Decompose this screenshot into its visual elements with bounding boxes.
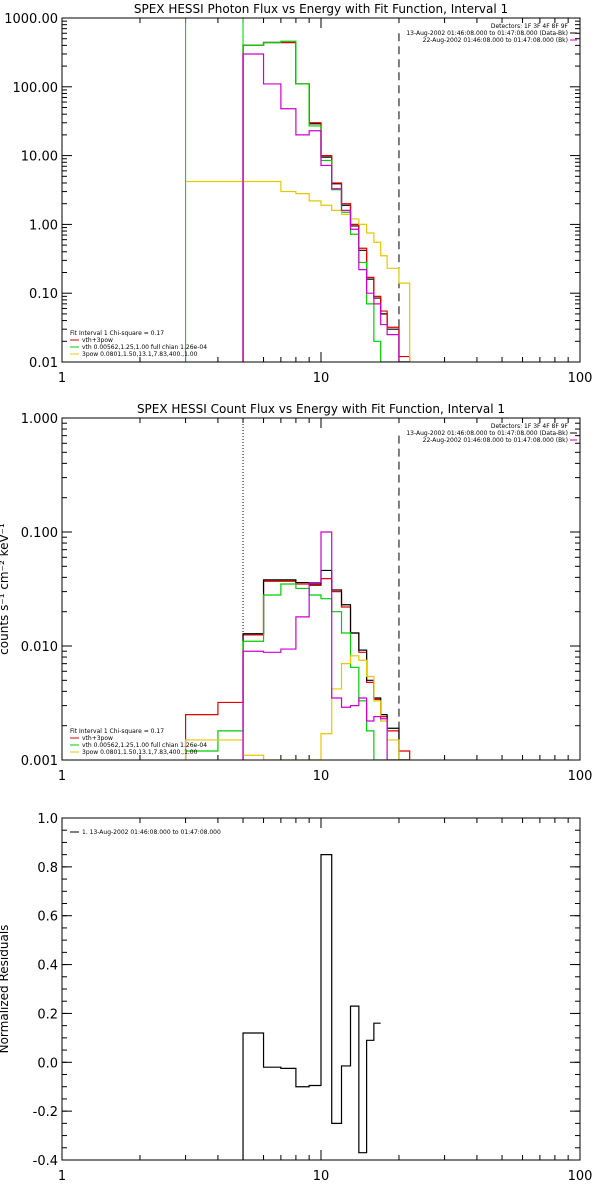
legend-entry: vth+3pow — [82, 337, 113, 344]
y-tick-label: 100.00 — [13, 81, 59, 96]
legend-entry: 3pow 0.0801,1.50,13.1,7.83,400.,1.00 — [82, 749, 198, 756]
series-background-line — [242, 53, 410, 362]
series-total-line — [184, 578, 411, 760]
series-thermal-line — [184, 583, 410, 760]
header-annotation: 13-Aug-2002 01:46:08.000 to 01:47:08.000… — [406, 30, 568, 37]
series-residual-line — [242, 854, 381, 1160]
legend-entry: vth 0.00562,1.25,1.00 full chian 1.26e-0… — [82, 344, 207, 351]
chart-title: SPEX HESSI Photon Flux vs Energy with Fi… — [134, 2, 508, 16]
x-tick-label: 10 — [313, 371, 330, 386]
y-tick-label: 0.10 — [29, 287, 58, 302]
header-annotation: 22-Aug-2002 01:46:08.000 to 01:47:08.000… — [423, 37, 568, 44]
series-powerlaw-line — [184, 655, 410, 760]
series-powerlaw-line — [185, 180, 411, 362]
series-data-line — [242, 569, 410, 760]
legend-entry: vth+3pow — [82, 735, 113, 742]
residuals-panel: Normalized Residuals 1 10 100 -0.4 -0.2 0.0 0.2… — [0, 812, 592, 1184]
y-axis-label: Normalized Residuals — [0, 925, 11, 1054]
plot-body — [242, 854, 381, 1160]
y-tick-label: 0.01 — [29, 356, 58, 371]
header-annotation: Detectors: 1F 3F 4F 8F 9F — [491, 423, 569, 430]
x-tick-label: 1 — [58, 1169, 66, 1184]
plot-frame — [61, 417, 581, 761]
x-tick-label: 100 — [568, 1169, 593, 1184]
y-tick-label: 0.010 — [21, 640, 58, 655]
legend-entry: vth 0.00562,1.25,1.00 full chian 1.26e-0… — [82, 742, 207, 749]
y-tick-label: 0.8 — [37, 861, 58, 876]
count-flux-panel: SPEX HESSI Count Flux vs Energy with Fit… — [0, 402, 592, 784]
y-tick-label: 1.0 — [37, 812, 58, 827]
y-tick-label: 0.0 — [37, 1056, 58, 1071]
y-tick-label: 1000.00 — [4, 12, 58, 27]
photon-flux-panel: SPEX HESSI Photon Flux vs Energy with Fi… — [4, 2, 592, 386]
legend-entry: Fit Interval 1 Chi-square = 0.17 — [70, 330, 164, 337]
y-tick-label: -0.4 — [33, 1154, 58, 1169]
y-axis-label: counts s⁻¹ cm⁻² keV⁻¹ — [0, 523, 11, 655]
header-annotation: 13-Aug-2002 01:46:08.000 to 01:47:08.000… — [406, 430, 568, 437]
header-annotation: 22-Aug-2002 01:46:08.000 to 01:47:08.000… — [423, 437, 568, 444]
legend-entry: Fit Interval 1 Chi-square = 0.17 — [70, 728, 164, 735]
y-tick-label: -0.2 — [33, 1105, 58, 1120]
y-tick-label: 0.001 — [21, 754, 58, 769]
header-annotation: Detectors: 1F 3F 4F 8F 9F — [491, 23, 569, 30]
y-tick-label: 1.00 — [29, 218, 58, 233]
chart-title: SPEX HESSI Count Flux vs Energy with Fit… — [137, 402, 505, 416]
y-tick-label: 10.00 — [21, 150, 58, 165]
y-tick-label: 0.6 — [37, 910, 58, 925]
plot-body — [185, 18, 411, 362]
plot-frame — [61, 817, 581, 1161]
series-data-line — [242, 41, 410, 362]
y-tick-label: 0.100 — [21, 526, 58, 541]
y-tick-label: 0.4 — [37, 959, 58, 974]
series-background-line — [242, 531, 410, 760]
x-tick-label: 100 — [568, 371, 593, 386]
plot-body — [184, 418, 411, 760]
x-tick-label: 1 — [58, 371, 66, 386]
x-tick-label: 1 — [58, 769, 66, 784]
y-tick-label: 0.2 — [37, 1007, 58, 1022]
x-tick-label: 10 — [313, 769, 330, 784]
x-tick-label: 10 — [313, 1169, 330, 1184]
x-tick-label: 100 — [568, 769, 593, 784]
y-axis-ticks: 0.001 0.010 0.100 1.000 — [21, 412, 580, 769]
x-axis-ticks: 1 10 100 — [58, 818, 593, 1184]
legend-entry: 1. 13-Aug-2002 01:46:08.000 to 01:47:08.… — [82, 829, 221, 836]
y-axis-ticks: -0.4 -0.2 0.0 0.2 0.4 0.6 0.8 1.0 — [33, 812, 580, 1169]
plot-frame — [61, 17, 581, 363]
y-tick-label: 1.000 — [21, 412, 58, 427]
legend-entry: 3pow 0.0801,1.50,13.1,7.83,400.,1.00 — [82, 351, 198, 358]
